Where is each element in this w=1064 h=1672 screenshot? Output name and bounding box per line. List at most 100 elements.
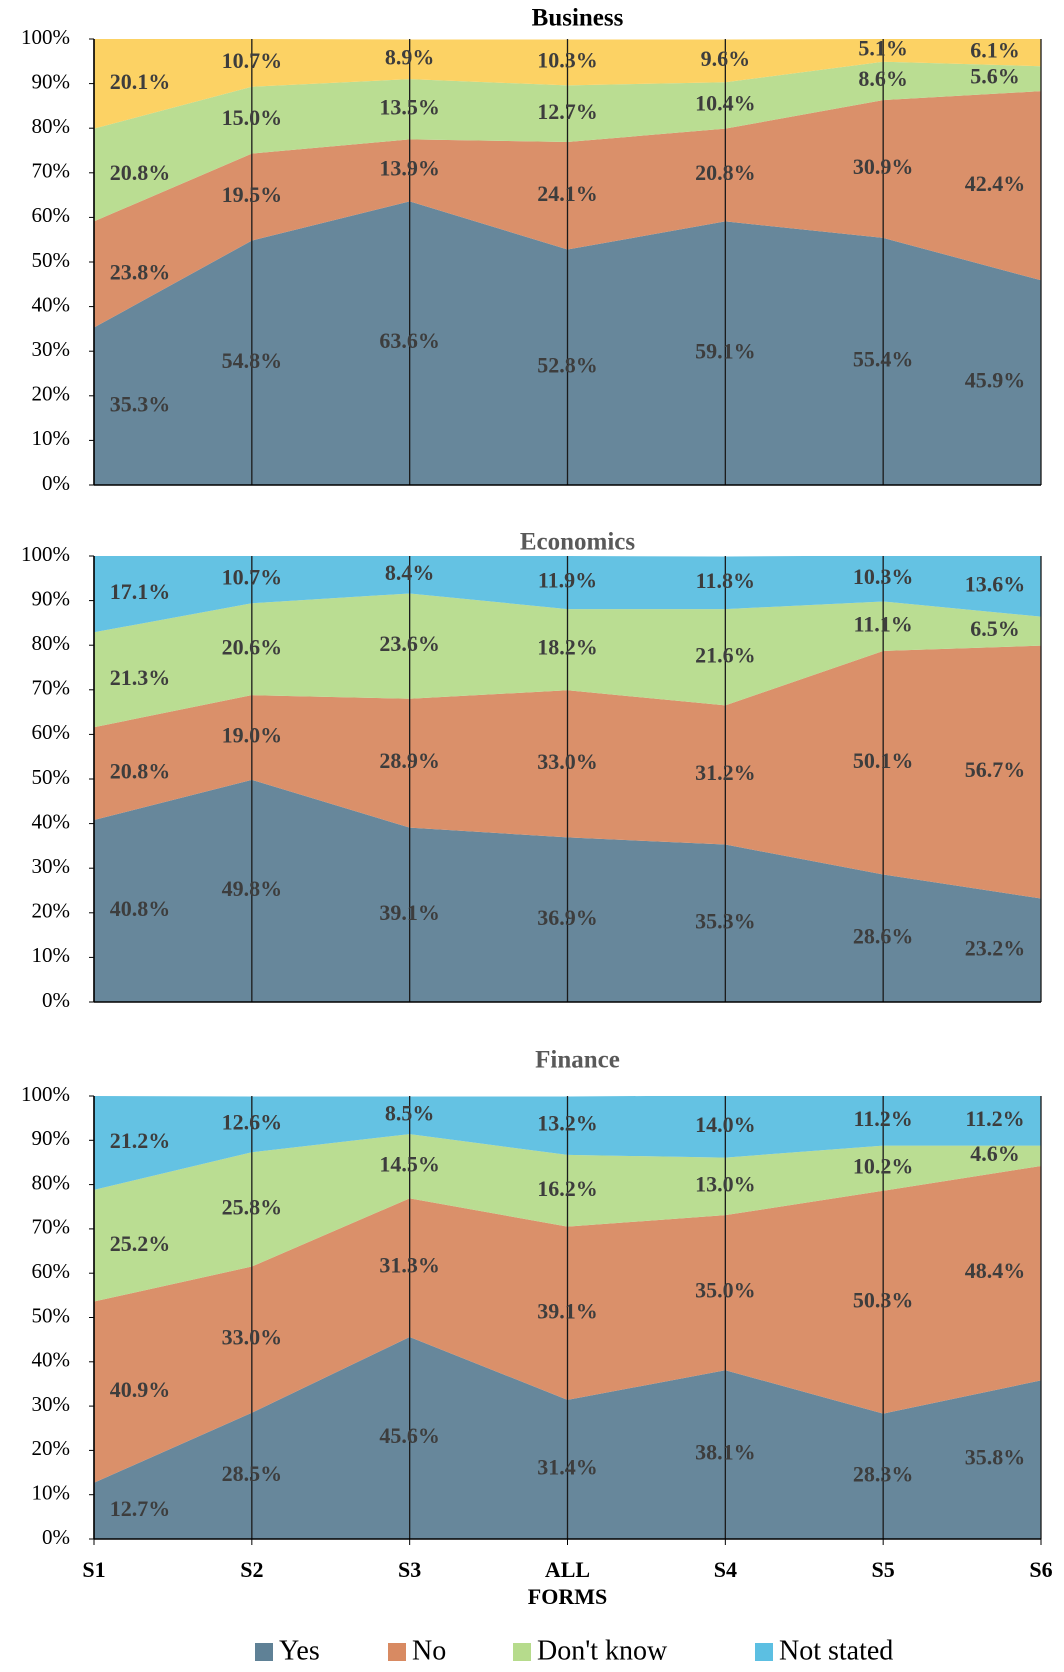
value-label: 38.1% (695, 1440, 756, 1465)
value-label: 20.8% (110, 160, 171, 185)
y-tick-label: 0% (42, 471, 70, 495)
y-tick-label: 80% (32, 631, 71, 655)
value-label: 10.3% (853, 564, 914, 589)
y-tick-label: 80% (32, 1170, 71, 1194)
legend-swatch (388, 1643, 406, 1661)
value-label: 33.0% (537, 749, 598, 774)
value-label: 5.1% (858, 35, 908, 60)
value-label: 31.2% (695, 760, 756, 785)
value-label: 10.7% (222, 48, 283, 73)
value-label: 13.5% (379, 94, 440, 119)
chart-title: Business (532, 5, 624, 32)
value-label: 45.9% (965, 368, 1026, 393)
value-label: 11.9% (538, 568, 597, 593)
value-label: 52.8% (537, 352, 598, 377)
y-tick-label: 90% (32, 1126, 71, 1150)
value-label: 11.2% (854, 1106, 913, 1131)
y-tick-label: 100% (21, 542, 70, 566)
x-tick-label: S5 (871, 1557, 895, 1582)
y-tick-label: 70% (32, 676, 71, 700)
value-label: 35.3% (110, 391, 171, 416)
y-tick-label: 50% (32, 765, 71, 789)
y-tick-label: 30% (32, 854, 71, 878)
value-label: 5.6% (970, 64, 1020, 89)
y-tick-label: 90% (32, 586, 71, 610)
x-tick-label: S6 (1029, 1557, 1053, 1582)
y-tick-label: 60% (32, 1259, 71, 1283)
y-tick-label: 90% (32, 69, 71, 93)
y-tick-label: 60% (32, 720, 71, 744)
value-label: 28.9% (379, 748, 440, 773)
value-label: 28.6% (853, 923, 914, 948)
value-label: 10.2% (853, 1153, 914, 1178)
legend-label: Yes (279, 1635, 320, 1666)
y-tick-label: 10% (32, 1481, 71, 1505)
value-label: 50.1% (853, 748, 914, 773)
value-label: 28.3% (853, 1461, 914, 1486)
value-label: 55.4% (853, 347, 914, 372)
value-label: 63.6% (379, 328, 440, 353)
value-label: 30.9% (853, 154, 914, 179)
x-tick-label: S1 (82, 1557, 106, 1582)
value-label: 13.0% (695, 1171, 756, 1196)
value-label: 21.3% (110, 665, 171, 690)
y-tick-label: 70% (32, 159, 71, 183)
y-tick-label: 10% (32, 426, 71, 450)
value-label: 33.0% (222, 1325, 283, 1350)
value-label: 24.1% (537, 181, 598, 206)
value-label: 21.2% (110, 1128, 171, 1153)
value-label: 12.7% (110, 1496, 171, 1521)
value-label: 10.3% (537, 47, 598, 72)
y-tick-label: 60% (32, 203, 71, 227)
x-tick-label: S3 (398, 1557, 422, 1582)
value-label: 13.6% (965, 571, 1026, 596)
y-tick-label: 70% (32, 1215, 71, 1239)
value-label: 23.6% (379, 631, 440, 656)
y-tick-label: 40% (32, 809, 71, 833)
value-label: 12.6% (222, 1109, 283, 1134)
value-label: 17.1% (110, 579, 171, 604)
value-label: 40.9% (110, 1377, 171, 1402)
value-label: 6.5% (970, 616, 1020, 641)
x-tick-label: S2 (240, 1557, 264, 1582)
legend-label: No (412, 1635, 446, 1666)
y-tick-label: 80% (32, 114, 71, 138)
legend-swatch (513, 1643, 531, 1661)
value-label: 13.9% (379, 155, 440, 180)
y-tick-label: 30% (32, 337, 71, 361)
value-label: 20.1% (110, 69, 171, 94)
legend-swatch (755, 1643, 773, 1661)
value-label: 23.2% (965, 935, 1026, 960)
value-label: 54.8% (222, 348, 283, 373)
value-label: 56.7% (965, 757, 1026, 782)
value-label: 16.2% (537, 1176, 598, 1201)
y-tick-label: 100% (21, 1082, 70, 1106)
value-label: 15.0% (222, 105, 283, 130)
y-tick-label: 30% (32, 1392, 71, 1416)
value-label: 18.2% (537, 635, 598, 660)
y-tick-label: 10% (32, 943, 71, 967)
value-label: 11.8% (696, 568, 755, 593)
value-label: 35.0% (695, 1278, 756, 1303)
value-label: 6.1% (970, 38, 1020, 63)
legend-label: Don't know (537, 1635, 668, 1666)
value-label: 9.6% (701, 46, 751, 71)
value-label: 42.4% (965, 171, 1026, 196)
value-label: 10.7% (222, 565, 283, 590)
value-label: 31.4% (537, 1454, 598, 1479)
y-tick-label: 20% (32, 382, 71, 406)
chart-title: Finance (535, 1047, 620, 1074)
value-label: 50.3% (853, 1287, 914, 1312)
value-label: 31.3% (379, 1253, 440, 1278)
value-label: 25.2% (110, 1231, 171, 1256)
value-label: 40.8% (110, 896, 171, 921)
y-tick-label: 0% (42, 1525, 70, 1549)
y-tick-label: 0% (42, 988, 70, 1012)
value-label: 48.4% (965, 1258, 1026, 1283)
y-tick-label: 50% (32, 248, 71, 272)
value-label: 25.8% (222, 1194, 283, 1219)
value-label: 12.7% (537, 99, 598, 124)
value-label: 20.8% (110, 759, 171, 784)
